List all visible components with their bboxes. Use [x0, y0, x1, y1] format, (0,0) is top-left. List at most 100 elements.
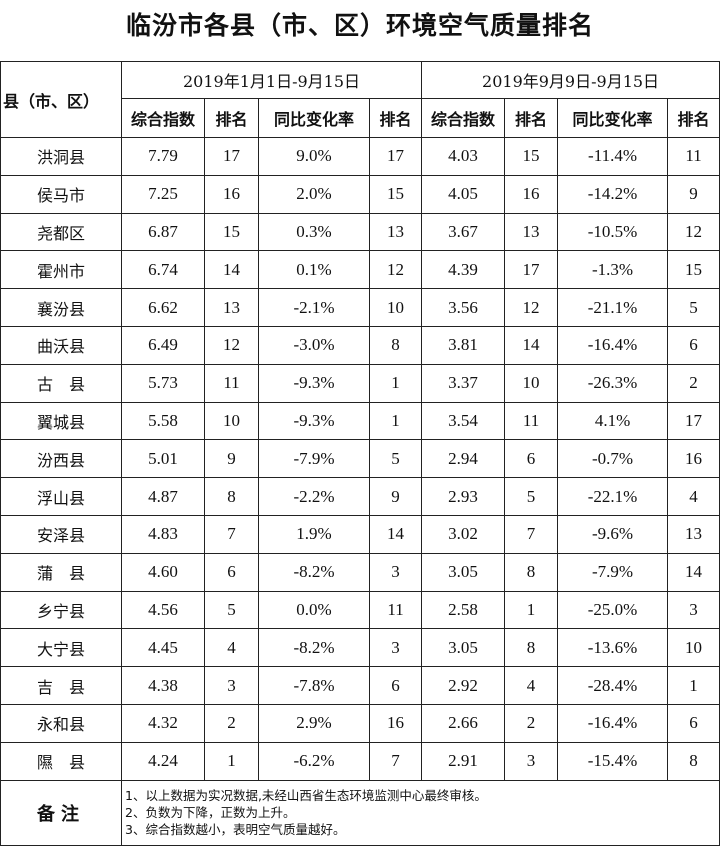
p1-yoy-change-cell: -9.3% [258, 363, 370, 403]
p2-rank-cell: 3 [504, 741, 559, 781]
period2-yoy-change-header: 同比变化率 [557, 98, 669, 138]
period2-yoy-rank-header: 排名 [667, 98, 720, 138]
p1-composite-index-cell: 4.56 [121, 590, 205, 630]
p2-yoy-rank-cell: 8 [667, 741, 720, 781]
p1-composite-index-cell: 5.73 [121, 363, 205, 403]
table-row: 曲沃县 6.49 12 -3.0% 8 3.81 14 -16.4% 6 [0, 325, 720, 365]
p2-rank-cell: 8 [504, 628, 559, 668]
p2-rank-cell: 4 [504, 666, 559, 705]
p1-yoy-change-cell: 0.3% [258, 212, 370, 252]
p1-yoy-change-cell: -7.9% [258, 439, 370, 479]
p1-yoy-rank-cell: 3 [368, 552, 423, 592]
p2-yoy-change-cell: -1.3% [557, 250, 669, 290]
county-name-cell: 洪洞县 [0, 137, 122, 176]
p2-yoy-change-cell: 4.1% [557, 401, 669, 441]
county-name-cell: 翼城县 [0, 401, 122, 441]
p1-rank-cell: 13 [204, 288, 259, 327]
county-name-cell: 霍州市 [0, 250, 122, 290]
air-quality-ranking-table: 县（市、区） 2019年1月1日-9月15日 2019年9月9日-9月15日 综… [0, 61, 720, 846]
table-row: 古 县 5.73 11 -9.3% 1 3.37 10 -26.3% 2 [0, 363, 720, 403]
county-name-cell: 大宁县 [0, 628, 122, 668]
p1-rank-cell: 17 [204, 137, 259, 176]
p1-rank-cell: 4 [204, 628, 259, 668]
p1-composite-index-cell: 7.79 [121, 137, 205, 176]
p2-rank-cell: 6 [504, 439, 559, 479]
table-row: 乡宁县 4.56 5 0.0% 11 2.58 1 -25.0% 3 [0, 590, 720, 630]
p1-yoy-rank-cell: 7 [368, 741, 423, 781]
p2-composite-index-cell: 3.02 [421, 514, 506, 554]
p2-yoy-change-cell: -11.4% [557, 137, 669, 176]
notes-label: 备注 [0, 779, 122, 846]
table-row: 翼城县 5.58 10 -9.3% 1 3.54 11 4.1% 17 [0, 401, 720, 441]
p1-rank-cell: 1 [204, 741, 259, 781]
p1-composite-index-cell: 6.74 [121, 250, 205, 290]
p2-yoy-change-cell: -10.5% [557, 212, 669, 252]
p1-composite-index-cell: 4.38 [121, 666, 205, 705]
p2-yoy-rank-cell: 4 [667, 477, 720, 516]
p1-yoy-rank-cell: 3 [368, 628, 423, 668]
p2-composite-index-cell: 4.39 [421, 250, 506, 290]
p1-yoy-rank-cell: 10 [368, 288, 423, 327]
period1-header: 2019年1月1日-9月15日 [120, 61, 423, 99]
p2-composite-index-cell: 2.93 [421, 477, 506, 516]
note-item: 2、负数为下降，正数为上升。 [125, 805, 296, 821]
p1-rank-cell: 5 [204, 590, 259, 630]
period2-header: 2019年9月9日-9月15日 [421, 61, 720, 99]
county-name-cell: 侯马市 [0, 174, 122, 214]
p2-yoy-rank-cell: 3 [667, 590, 720, 630]
p1-yoy-change-cell: -2.2% [258, 477, 370, 516]
p1-composite-index-cell: 4.87 [121, 477, 205, 516]
p2-yoy-rank-cell: 2 [667, 363, 720, 403]
table-row: 霍州市 6.74 14 0.1% 12 4.39 17 -1.3% 15 [0, 250, 720, 290]
p2-yoy-rank-cell: 11 [667, 137, 720, 176]
period1-composite-index-header: 综合指数 [121, 98, 205, 138]
p2-composite-index-cell: 3.05 [421, 628, 506, 668]
p2-rank-cell: 17 [504, 250, 559, 290]
p2-composite-index-cell: 3.37 [421, 363, 506, 403]
county-column-header: 县（市、区） [0, 61, 122, 138]
p1-composite-index-cell: 6.62 [121, 288, 205, 327]
p1-yoy-change-cell: -3.0% [258, 325, 370, 365]
p1-yoy-change-cell: 9.0% [258, 137, 370, 176]
county-name-cell: 汾西县 [0, 439, 122, 479]
table-row: 尧都区 6.87 15 0.3% 13 3.67 13 -10.5% 12 [0, 212, 720, 252]
p1-rank-cell: 6 [204, 552, 259, 592]
p1-yoy-change-cell: -2.1% [258, 288, 370, 327]
table-row: 汾西县 5.01 9 -7.9% 5 2.94 6 -0.7% 16 [0, 439, 720, 479]
table-row: 蒲 县 4.60 6 -8.2% 3 3.05 8 -7.9% 14 [0, 552, 720, 592]
p1-yoy-rank-cell: 5 [368, 439, 423, 479]
table-row: 隰 县 4.24 1 -6.2% 7 2.91 3 -15.4% 8 [0, 741, 720, 781]
p1-yoy-rank-cell: 12 [368, 250, 423, 290]
p2-composite-index-cell: 2.92 [421, 666, 506, 705]
p2-yoy-rank-cell: 1 [667, 666, 720, 705]
table-row: 大宁县 4.45 4 -8.2% 3 3.05 8 -13.6% 10 [0, 628, 720, 668]
p2-rank-cell: 8 [504, 552, 559, 592]
p2-yoy-change-cell: -15.4% [557, 741, 669, 781]
p1-rank-cell: 2 [204, 703, 259, 743]
p2-yoy-rank-cell: 12 [667, 212, 720, 252]
p2-yoy-change-cell: -9.6% [557, 514, 669, 554]
county-name-cell: 蒲 县 [0, 552, 122, 592]
p1-composite-index-cell: 5.01 [121, 439, 205, 479]
page-title: 临汾市各县（市、区）环境空气质量排名 [125, 11, 594, 40]
p1-yoy-rank-cell: 17 [368, 137, 423, 176]
p1-rank-cell: 11 [204, 363, 259, 403]
p2-yoy-change-cell: -22.1% [557, 477, 669, 516]
p1-rank-cell: 9 [204, 439, 259, 479]
p1-composite-index-cell: 5.58 [121, 401, 205, 441]
period1-yoy-change-header: 同比变化率 [258, 98, 370, 138]
p2-composite-index-cell: 3.56 [421, 288, 506, 327]
p2-rank-cell: 12 [504, 288, 559, 327]
p1-rank-cell: 15 [204, 212, 259, 252]
p2-yoy-change-cell: -16.4% [557, 703, 669, 743]
p1-yoy-rank-cell: 16 [368, 703, 423, 743]
p1-rank-cell: 12 [204, 325, 259, 365]
p2-rank-cell: 1 [504, 590, 559, 630]
p1-yoy-rank-cell: 11 [368, 590, 423, 630]
p2-rank-cell: 14 [504, 325, 559, 365]
table-row: 安泽县 4.83 7 1.9% 14 3.02 7 -9.6% 13 [0, 514, 720, 554]
p2-rank-cell: 10 [504, 363, 559, 403]
p2-composite-index-cell: 2.91 [421, 741, 506, 781]
p1-yoy-rank-cell: 8 [368, 325, 423, 365]
p1-yoy-change-cell: -9.3% [258, 401, 370, 441]
